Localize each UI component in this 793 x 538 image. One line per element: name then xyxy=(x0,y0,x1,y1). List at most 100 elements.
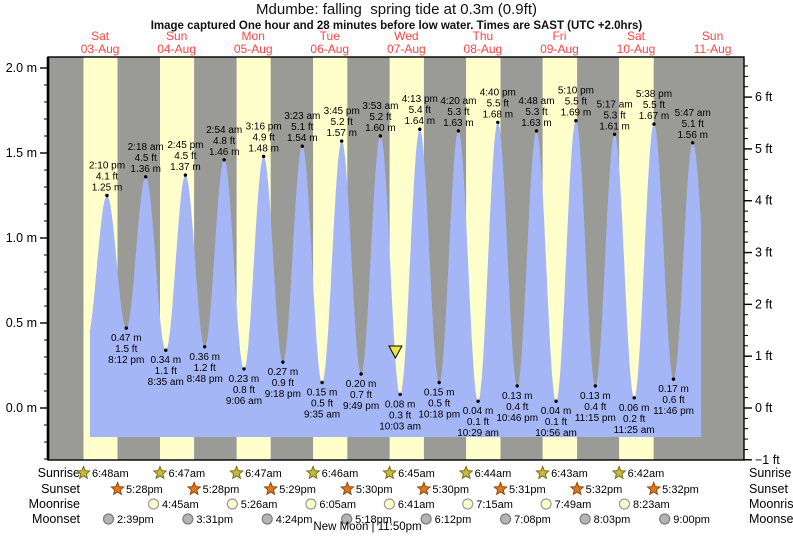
tide-label-m: 1.64 m xyxy=(404,116,435,127)
tide-label-ft: 5.4 ft xyxy=(409,105,431,116)
tide-label-time: 10:56 am xyxy=(535,428,577,439)
moonrise-icon xyxy=(540,498,552,510)
tide-point xyxy=(456,129,461,133)
moonrise-time: 7:49am xyxy=(555,499,592,511)
moonrise-time: 8:23am xyxy=(633,499,670,511)
tide-label-time: 2:54 am xyxy=(206,125,242,136)
day-name: Sat xyxy=(91,29,110,43)
tide-label-time: 4:13 pm xyxy=(402,94,438,105)
tide-label-time: 5:47 am xyxy=(675,108,711,119)
sunrise-icon xyxy=(76,465,91,480)
tide-point xyxy=(496,120,500,125)
moonset-icon xyxy=(420,513,432,525)
row-label-left: Sunset xyxy=(41,482,80,496)
row-label-right: Sunset xyxy=(749,482,788,496)
tide-label-time: 3:23 am xyxy=(284,111,320,122)
tide-label-ft: 5.1 ft xyxy=(682,119,704,130)
sunrise-time: 6:42am xyxy=(628,468,665,480)
tide-label-ft: 0.1 ft xyxy=(545,417,567,428)
tide-label-m: 0.04 m xyxy=(463,406,494,417)
tide-point xyxy=(652,122,656,126)
day-labels: Sat03-AugSun04-AugMon05-AugTue06-AugWed0… xyxy=(81,29,732,56)
moonrise-time: 6:05am xyxy=(319,499,356,511)
moonrise-time: 6:41am xyxy=(398,499,435,511)
y-axis-right-label: 0 ft xyxy=(755,401,773,415)
tide-label-time: 9:06 am xyxy=(226,396,262,407)
sunset-icon xyxy=(416,481,432,496)
sunset-time: 5:32pm xyxy=(586,484,623,496)
tide-point xyxy=(418,127,422,131)
tide-label-m: 1.63 m xyxy=(443,118,474,129)
sunrise-time: 6:47am xyxy=(245,468,282,480)
tide-label-time: 9:49 pm xyxy=(343,401,379,412)
tide-label-m: 1.25 m xyxy=(92,183,123,194)
tide-label-m: 0.23 m xyxy=(229,374,260,385)
tide-label-ft: 4.9 ft xyxy=(253,132,275,143)
tide-label-time: 11:46 pm xyxy=(653,406,694,417)
tide-label-m: 0.20 m xyxy=(346,379,377,390)
tide-point xyxy=(281,360,285,364)
tide-label-ft: 0.4 ft xyxy=(584,402,606,413)
tide-label-ft: 0.3 ft xyxy=(389,410,411,421)
sunrise-time: 6:43am xyxy=(551,468,588,480)
tide-point xyxy=(437,380,441,385)
sunrise-time: 6:46am xyxy=(322,468,359,480)
tide-label-ft: 5.1 ft xyxy=(291,122,313,133)
tide-label-m: 0.04 m xyxy=(541,406,572,417)
tide-label-m: 1.63 m xyxy=(521,118,552,129)
tide-label-ft: 5.5 ft xyxy=(487,98,509,109)
day-date: 08-Aug xyxy=(464,42,503,56)
row-label-right: Moonset xyxy=(749,512,793,526)
day-name: Mon xyxy=(242,29,265,43)
tide-point xyxy=(242,367,246,371)
day-date: 07-Aug xyxy=(387,42,426,56)
page-title: Mdumbe: falling spring tide at 0.3m (0.9… xyxy=(256,1,537,18)
tide-point xyxy=(124,326,128,330)
tide-point xyxy=(340,139,344,143)
row-label-left: Moonset xyxy=(32,512,80,526)
y-axis-left-label: 1.0 m xyxy=(6,231,37,245)
sunset-time: 5:30pm xyxy=(432,484,469,496)
day-date: 04-Aug xyxy=(157,42,196,56)
moonrise-icon xyxy=(618,498,631,510)
sunrise-time: 6:48am xyxy=(92,468,129,480)
day-name: Sat xyxy=(627,29,646,43)
tide-point xyxy=(359,372,363,376)
tide-point xyxy=(534,129,539,133)
tide-label-time: 4:20 am xyxy=(440,96,476,107)
sunset-icon xyxy=(110,481,125,496)
row-label-right: Moonrise xyxy=(749,497,793,511)
moonrise-icon xyxy=(305,498,317,510)
y-axis-left-label: 0.5 m xyxy=(6,316,37,330)
tide-label-ft: 5.3 ft xyxy=(447,107,469,118)
tide-label-m: 1.57 m xyxy=(326,128,357,139)
day-date: 11-Aug xyxy=(694,42,732,56)
tide-label-ft: 4.1 ft xyxy=(96,172,118,183)
tide-label-m: 1.60 m xyxy=(365,123,396,134)
y-axis-right-label: 3 ft xyxy=(755,246,773,260)
y-axis-left-label: 1.5 m xyxy=(6,146,37,160)
tide-label-ft: 5.5 ft xyxy=(643,100,665,111)
tide-label-ft: 0.9 ft xyxy=(272,378,294,389)
tide-label-time: 10:29 am xyxy=(457,428,499,439)
axis-ticks: 0.0 m 0.5 m 1.0 m 1.5 m 2.0 m −1 ft 0 ft 1 ft 2 … xyxy=(6,61,780,467)
tide-label-ft: 0.8 ft xyxy=(233,385,255,396)
tide-label-m: 0.34 m xyxy=(150,355,181,366)
tide-label-time: 3:16 pm xyxy=(246,121,282,132)
tide-point xyxy=(300,144,304,148)
moonrise-icon xyxy=(226,498,238,510)
new-moon-label: New Moon | 11:50pm xyxy=(313,521,421,533)
sunset-icon xyxy=(186,481,202,496)
row-label-right: Sunrise xyxy=(749,466,791,480)
tide-label-time: 5:17 am xyxy=(597,99,633,110)
tide-label-ft: 5.2 ft xyxy=(369,112,391,123)
tide-point xyxy=(105,193,109,198)
tide-label-m: 0.47 m xyxy=(111,333,142,344)
tide-label-time: 10:18 pm xyxy=(418,410,460,421)
tide-label-m: 0.27 m xyxy=(268,367,299,378)
tide-label-time: 11:15 pm xyxy=(575,413,616,424)
sunset-time: 5:28pm xyxy=(126,484,163,496)
tide-label-m: 1.46 m xyxy=(209,147,240,158)
tide-label-m: 0.15 m xyxy=(424,388,455,399)
moonrise-icon xyxy=(147,498,160,510)
